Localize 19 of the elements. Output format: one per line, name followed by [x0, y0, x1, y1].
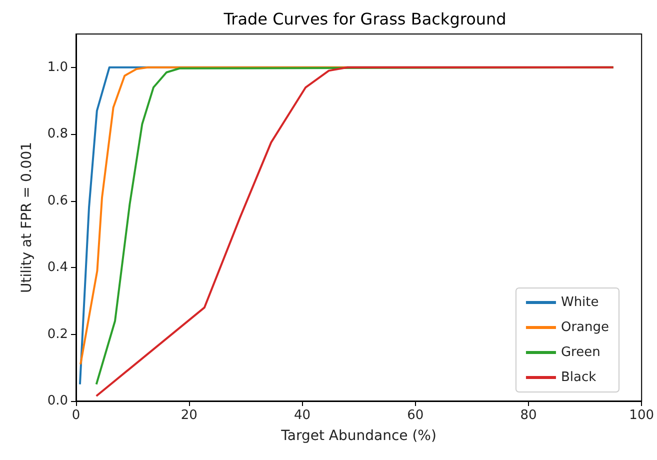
x-axis-title: Target Abundance (%)	[280, 428, 436, 444]
y-tick-label: 0.0	[47, 394, 68, 408]
y-tick-label: 1.0	[47, 60, 68, 75]
x-tick-label: 20	[180, 408, 198, 423]
x-tick-label: 80	[520, 408, 537, 423]
x-tick-label: 60	[407, 408, 424, 423]
x-tick-label: 40	[294, 408, 311, 423]
y-tick-label: 0.4	[47, 260, 68, 276]
y-tick-label: 0.8	[47, 126, 68, 142]
chart-title: Trade Curves for Grass Background	[222, 10, 506, 28]
x-tick-label: 100	[629, 408, 654, 423]
legend-label: Orange	[560, 320, 610, 335]
y-tick-label: 0.2	[47, 326, 68, 342]
y-axis-title: Utility at FPR = 0.001	[19, 142, 35, 294]
y-tick-label: 0.6	[47, 193, 68, 208]
legend-label: Black	[560, 370, 597, 385]
x-tick-label: 0	[72, 408, 80, 423]
legend-label: Green	[560, 345, 600, 360]
legend-label: White	[560, 295, 599, 310]
